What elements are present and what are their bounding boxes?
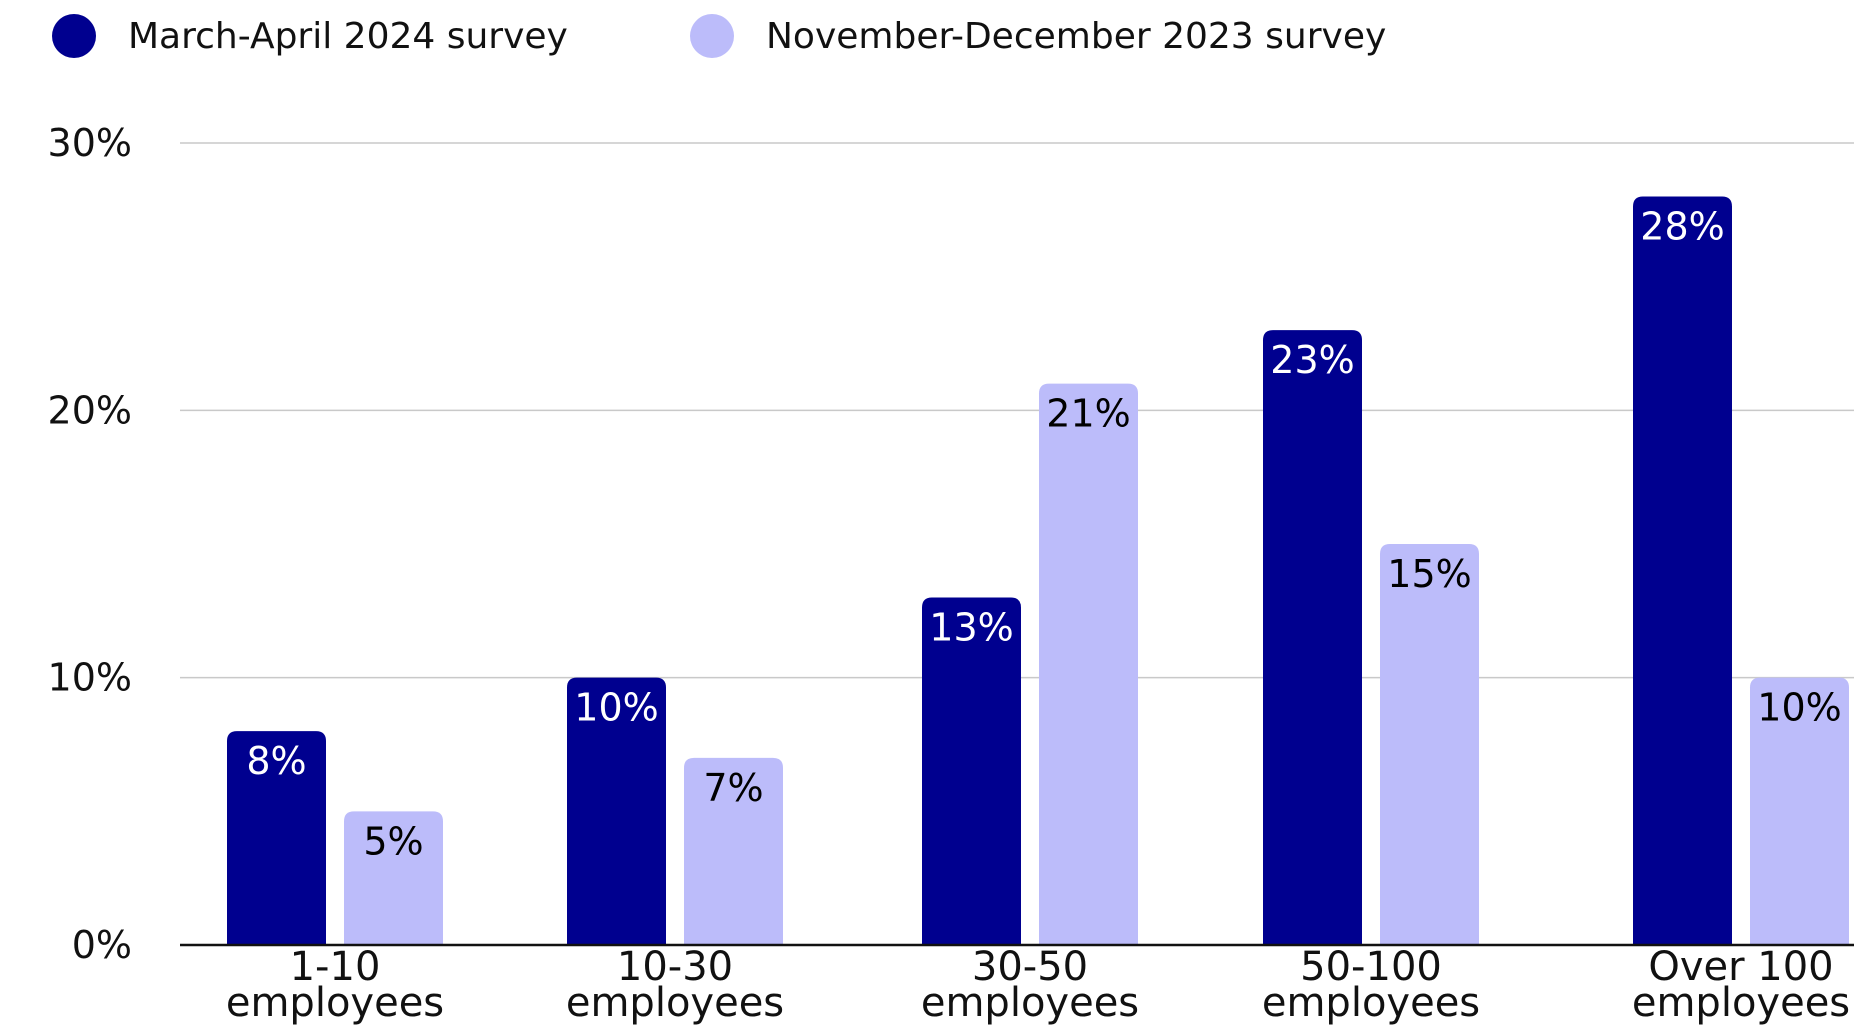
data-label: 10% bbox=[574, 686, 658, 730]
x-tick-label: 1-10 employees bbox=[226, 944, 444, 1026]
bar bbox=[344, 811, 443, 945]
legend-swatch-2024 bbox=[52, 14, 96, 58]
legend-item-2023: November-December 2023 survey bbox=[690, 14, 1386, 58]
legend-label-2023: November-December 2023 survey bbox=[766, 15, 1387, 57]
bar bbox=[227, 731, 326, 945]
bar bbox=[1750, 677, 1849, 945]
legend-swatch-2023 bbox=[690, 14, 734, 58]
data-label: 13% bbox=[929, 605, 1013, 649]
data-label: 23% bbox=[1270, 338, 1354, 382]
data-label: 28% bbox=[1640, 204, 1724, 248]
data-label: 5% bbox=[363, 819, 423, 863]
x-tick-label: 30-50 employees bbox=[921, 944, 1139, 1026]
y-tick-label: 0% bbox=[72, 923, 132, 967]
data-label: 15% bbox=[1387, 552, 1471, 596]
x-tick-label: 10-30 employees bbox=[566, 944, 784, 1026]
x-tick-label: 50-100 employees bbox=[1262, 944, 1480, 1026]
bar bbox=[1380, 544, 1479, 945]
legend-label-2024: March-April 2024 survey bbox=[128, 15, 568, 57]
data-label: 10% bbox=[1757, 686, 1841, 730]
bar bbox=[1633, 196, 1732, 945]
legend-item-2024: March-April 2024 survey bbox=[52, 14, 568, 58]
bar bbox=[1263, 330, 1362, 946]
data-label: 21% bbox=[1046, 392, 1130, 436]
data-label: 7% bbox=[703, 766, 763, 810]
bar bbox=[567, 677, 666, 945]
y-tick-label: 20% bbox=[48, 388, 132, 432]
x-tick-label: Over 100 employees bbox=[1632, 944, 1850, 1026]
y-tick-label: 30% bbox=[48, 121, 132, 165]
y-tick-label: 10% bbox=[48, 656, 132, 700]
bar bbox=[1039, 383, 1138, 946]
bar bbox=[922, 597, 1021, 945]
data-label: 8% bbox=[246, 739, 306, 783]
bar bbox=[684, 757, 783, 945]
